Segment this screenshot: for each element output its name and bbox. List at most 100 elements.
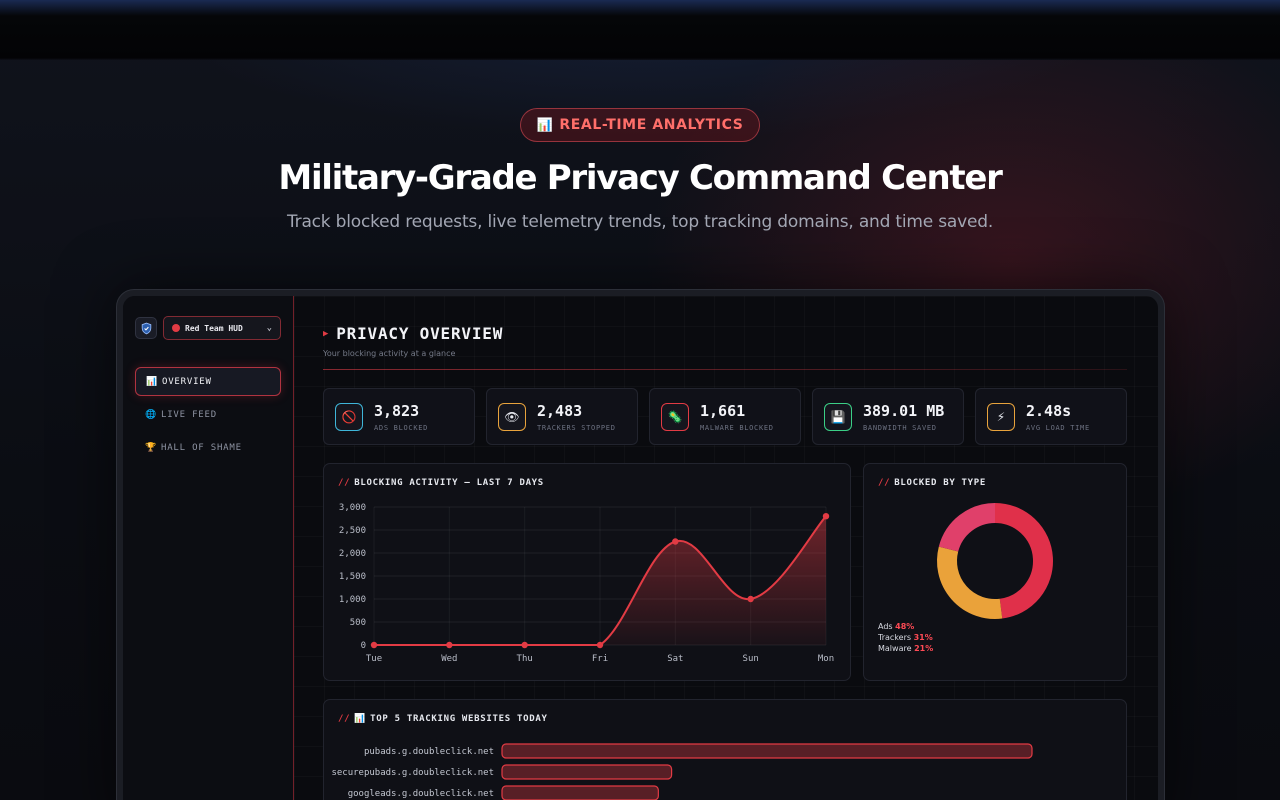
profile-select[interactable]: Red Team HUD ⌄ bbox=[163, 316, 281, 340]
x-tick-label: Wed bbox=[441, 654, 457, 664]
x-tick-label: Fri bbox=[592, 654, 608, 664]
chart-icon: 📊 bbox=[354, 714, 367, 724]
chart-icon: 📊 bbox=[536, 117, 554, 133]
bar-label: googleads.g.doubleclick.net bbox=[348, 789, 494, 799]
stat-value: 389.01 MB bbox=[863, 401, 945, 420]
stat-label: MALWARE BLOCKED bbox=[700, 423, 774, 432]
hero-title: Military-Grade Privacy Command Center bbox=[278, 158, 1002, 198]
y-tick-label: 1,000 bbox=[339, 595, 366, 605]
legend-percent: 31% bbox=[913, 633, 933, 642]
page-subtitle: Your blocking activity at a glance bbox=[323, 349, 456, 358]
series-area bbox=[374, 516, 826, 645]
stat-ads-blocked: 🚫 3,823 ADS BLOCKED bbox=[323, 388, 475, 445]
y-tick-label: 1,500 bbox=[339, 572, 366, 582]
x-tick-label: Mon bbox=[818, 654, 834, 664]
shield-icon bbox=[135, 317, 157, 339]
card-title-text: BLOCKING ACTIVITY — LAST 7 DAYS bbox=[354, 478, 544, 488]
sidebar: Red Team HUD ⌄ 📊 OVERVIEW 🌐 LIVE FEED 🏆 … bbox=[123, 296, 294, 800]
browser-top-band bbox=[0, 0, 1280, 60]
dashboard-screen: Red Team HUD ⌄ 📊 OVERVIEW 🌐 LIVE FEED 🏆 … bbox=[123, 296, 1158, 800]
legend-label: Trackers bbox=[878, 633, 914, 642]
nav-item-label: LIVE FEED bbox=[161, 409, 217, 420]
stat-label: TRACKERS STOPPED bbox=[537, 423, 616, 432]
stat-label: BANDWIDTH SAVED bbox=[863, 423, 937, 432]
type-chart-card: //BLOCKED BY TYPE Ads 48% Trackers 31% Mal… bbox=[863, 463, 1127, 681]
nav-item-hall-of-shame[interactable]: 🏆 HALL OF SHAME bbox=[135, 433, 281, 462]
top-sites-bar-chart: pubads.g.doubleclick.net securepubads.g.d… bbox=[331, 743, 1033, 800]
legend-label: Ads bbox=[878, 622, 896, 631]
donut-legend: Ads 48% Trackers 31% Malware 21% bbox=[878, 621, 933, 654]
badge-label: REAL-TIME ANALYTICS bbox=[559, 117, 744, 133]
nav-item-label: OVERVIEW bbox=[162, 376, 212, 387]
bar-label: securepubads.g.doubleclick.net bbox=[331, 768, 494, 778]
y-tick-label: 3,000 bbox=[339, 503, 366, 513]
nav-item-label: HALL OF SHAME bbox=[161, 442, 242, 453]
data-point bbox=[747, 595, 754, 603]
data-point bbox=[521, 641, 528, 649]
data-point bbox=[370, 641, 378, 649]
legend-percent: 48% bbox=[895, 622, 915, 631]
nav-item-live-feed[interactable]: 🌐 LIVE FEED bbox=[135, 400, 281, 429]
red-dot-icon bbox=[172, 324, 180, 332]
no-entry-icon: 🚫 bbox=[335, 402, 363, 431]
stat-value: 1,661 bbox=[700, 401, 746, 420]
y-tick-label: 500 bbox=[350, 618, 366, 628]
bar bbox=[501, 785, 659, 800]
data-point bbox=[672, 538, 679, 545]
activity-chart-card: //BLOCKING ACTIVITY — LAST 7 DAYS 0 500 1,… bbox=[323, 463, 851, 681]
card-title-text: TOP 5 TRACKING WEBSITES TODAY bbox=[370, 714, 548, 724]
stat-value: 2,483 bbox=[537, 401, 583, 420]
profile-select-value: Red Team HUD bbox=[185, 323, 243, 333]
legend-percent: 21% bbox=[914, 644, 934, 653]
data-point bbox=[822, 513, 830, 520]
main-panel: ▶ PRIVACY OVERVIEW Your blocking activit… bbox=[294, 296, 1158, 800]
card-title-text: BLOCKED BY TYPE bbox=[894, 478, 987, 488]
page-title: ▶ PRIVACY OVERVIEW bbox=[323, 324, 503, 343]
stat-label: ADS BLOCKED bbox=[374, 423, 429, 432]
legend-entry: Malware 21% bbox=[878, 643, 933, 654]
chart-icon: 📊 bbox=[146, 376, 159, 387]
lightning-icon: ⚡ bbox=[987, 402, 1015, 431]
stat-label: AVG LOAD TIME bbox=[1026, 423, 1090, 432]
card-title: //📊 TOP 5 TRACKING WEBSITES TODAY bbox=[338, 714, 548, 724]
blocked-by-type-donut bbox=[937, 503, 1053, 619]
bar bbox=[501, 743, 1033, 759]
data-point bbox=[446, 641, 453, 649]
x-tick-label: Sun bbox=[743, 654, 759, 664]
stats-row: 🚫 3,823 ADS BLOCKED 👁 2,483 TRACKERS STOPP… bbox=[323, 388, 1127, 445]
card-title: //BLOCKED BY TYPE bbox=[878, 478, 987, 488]
title-divider bbox=[323, 369, 1127, 370]
realtime-analytics-badge: 📊 REAL-TIME ANALYTICS bbox=[519, 108, 761, 142]
nav-item-overview[interactable]: 📊 OVERVIEW bbox=[135, 367, 281, 396]
stat-malware-blocked: 🦠 1,661 MALWARE BLOCKED bbox=[649, 388, 801, 445]
stat-value: 2.48s bbox=[1026, 401, 1072, 420]
card-title: //BLOCKING ACTIVITY — LAST 7 DAYS bbox=[338, 478, 544, 488]
stat-bandwidth-saved: 💾 389.01 MB BANDWIDTH SAVED bbox=[812, 388, 964, 445]
pie-slice bbox=[994, 503, 1053, 619]
top-sites-card: //📊 TOP 5 TRACKING WEBSITES TODAY pubads.… bbox=[323, 699, 1127, 800]
stat-value: 3,823 bbox=[374, 401, 420, 420]
trophy-icon: 🏆 bbox=[145, 442, 158, 453]
globe-icon: 🌐 bbox=[145, 409, 158, 420]
hero-section: 📊 REAL-TIME ANALYTICS Military-Grade Pri… bbox=[0, 108, 1280, 232]
y-tick-label: 0 bbox=[361, 641, 366, 651]
data-point bbox=[596, 641, 604, 649]
activity-line-chart: 0 500 1,000 1,500 2,000 2,500 3,000 Tue Wed Thu Fr… bbox=[339, 503, 834, 664]
sidebar-nav: 📊 OVERVIEW 🌐 LIVE FEED 🏆 HALL OF SHAME bbox=[135, 367, 281, 466]
page-title-text: PRIVACY OVERVIEW bbox=[336, 324, 504, 343]
y-tick-label: 2,500 bbox=[339, 526, 366, 536]
x-tick-label: Tue bbox=[366, 654, 382, 664]
hero-subtitle: Track blocked requests, live telemetry t… bbox=[286, 212, 994, 232]
stat-avg-load-time: ⚡ 2.48s AVG LOAD TIME bbox=[975, 388, 1127, 445]
floppy-icon: 💾 bbox=[824, 402, 852, 431]
x-tick-label: Thu bbox=[517, 654, 533, 664]
pie-slice bbox=[937, 546, 1003, 619]
virus-icon: 🦠 bbox=[661, 402, 689, 431]
stat-trackers-stopped: 👁 2,483 TRACKERS STOPPED bbox=[486, 388, 638, 445]
pie-slice bbox=[938, 503, 996, 553]
x-tick-label: Sat bbox=[667, 654, 683, 664]
legend-label: Malware bbox=[878, 644, 915, 653]
eye-icon: 👁 bbox=[498, 402, 526, 431]
triangle-right-icon: ▶ bbox=[323, 328, 330, 339]
bar-label: pubads.g.doubleclick.net bbox=[364, 747, 494, 757]
